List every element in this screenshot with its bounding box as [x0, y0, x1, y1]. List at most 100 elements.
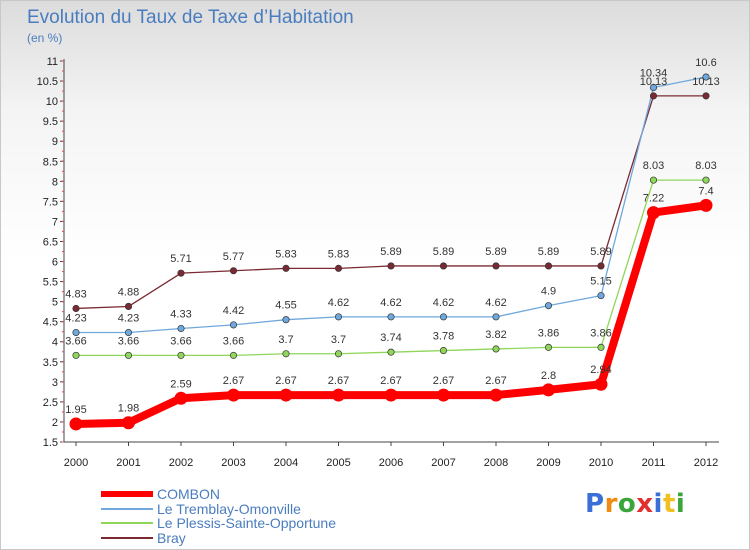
logo-letter: t: [662, 489, 676, 519]
y-tick-label: 5.5: [43, 277, 58, 289]
data-label: 3.86: [538, 327, 559, 339]
data-point: [122, 416, 135, 430]
y-tick-label: 1.5: [43, 437, 58, 449]
y-tick-label: 2.5: [43, 397, 58, 409]
data-point: [387, 348, 395, 356]
data-point: [542, 383, 555, 397]
data-point: [177, 324, 185, 333]
legend-label: COMBON: [157, 486, 220, 502]
x-tick-label: 2009: [536, 457, 560, 469]
data-label: 5.15: [590, 276, 611, 288]
data-point: [229, 351, 238, 359]
series-line: [76, 76, 707, 334]
y-tick-label: 6: [52, 257, 58, 269]
logo-letter: o: [617, 489, 637, 519]
data-label: 3.66: [170, 335, 191, 347]
data-point: [597, 343, 605, 351]
data-label: 3.7: [331, 334, 346, 346]
data-point: [649, 83, 658, 92]
data-label: 5.89: [433, 246, 454, 258]
y-tick-label: 3.5: [43, 357, 58, 369]
data-label: 5.71: [170, 253, 191, 265]
data-point: [439, 262, 448, 270]
data-point: [597, 292, 605, 300]
y-tick-label: 6.5: [43, 236, 58, 248]
logo-letter: P: [585, 489, 605, 519]
x-tick-label: 2011: [642, 457, 666, 469]
data-point: [597, 262, 605, 270]
data-label: 8.03: [643, 160, 664, 172]
legend-swatch-bray: [101, 537, 153, 540]
data-label: 2.59: [170, 378, 191, 390]
data-label: 10.13: [640, 76, 668, 88]
data-label: 3.7: [278, 334, 293, 346]
data-label: 4.42: [223, 305, 244, 317]
logo-letter: i: [675, 489, 686, 519]
data-point: [72, 351, 80, 359]
y-tick-label: 7.5: [43, 196, 58, 208]
data-label: 4.23: [118, 313, 139, 325]
y-tick-label: 9: [52, 136, 58, 148]
data-label: 10.6: [695, 57, 716, 69]
y-tick-label: 10: [46, 96, 58, 108]
data-point: [177, 351, 185, 359]
data-point: [439, 347, 448, 355]
logo-letter: x: [636, 489, 654, 519]
data-point: [544, 302, 553, 310]
data-point: [282, 316, 290, 324]
y-tick-label: 4: [52, 337, 58, 349]
legend-swatch-le-plessis-sainte-opportune: [101, 522, 153, 525]
data-label: 5.89: [590, 246, 611, 258]
data-point: [649, 92, 658, 100]
legend-swatch-combon: [101, 491, 153, 497]
legend-swatch-le-tremblay-omonville: [101, 507, 153, 510]
data-point: [334, 264, 343, 272]
data-point: [492, 262, 500, 270]
data-point: [439, 313, 448, 321]
y-tick-label: 2: [52, 417, 58, 429]
data-label: 2.8: [541, 370, 556, 382]
x-tick-label: 2004: [274, 457, 298, 469]
data-label: 5.83: [275, 248, 296, 260]
data-label: 4.62: [433, 297, 454, 309]
data-point: [702, 73, 710, 81]
data-label: 4.33: [170, 309, 191, 321]
data-label: 2.94: [590, 364, 611, 376]
data-point: [489, 388, 503, 402]
data-point: [229, 321, 238, 329]
data-label: 1.98: [118, 403, 139, 415]
y-tick-label: 9.5: [43, 116, 58, 128]
data-point: [544, 262, 553, 270]
data-point: [124, 328, 133, 337]
data-label: 3.86: [590, 327, 611, 339]
data-label: 5.89: [485, 246, 506, 258]
data-label: 5.83: [328, 248, 349, 260]
x-tick-label: 2007: [431, 457, 455, 469]
data-point: [332, 388, 345, 402]
data-label: 5.89: [538, 246, 559, 258]
data-label: 4.88: [118, 286, 139, 298]
data-point: [647, 206, 660, 220]
data-point: [702, 92, 710, 100]
data-label: 2.67: [485, 375, 506, 387]
legend-label: Bray: [157, 530, 186, 547]
data-point: [594, 377, 608, 391]
data-point: [72, 328, 80, 337]
proxiti-logo: Proxiti: [585, 489, 685, 519]
data-label: 7.4: [698, 185, 713, 197]
y-tick-label: 11: [47, 56, 58, 68]
data-label: 4.62: [380, 297, 401, 309]
data-point: [334, 350, 343, 358]
logo-letter: r: [604, 489, 618, 519]
data-label: 2.67: [275, 375, 296, 387]
y-tick-label: 8: [52, 176, 58, 188]
x-tick-label: 2002: [169, 457, 193, 469]
legend-label: Le Tremblay-Omonville: [157, 500, 301, 517]
x-tick-label: 2012: [694, 457, 718, 469]
data-point: [702, 176, 710, 184]
data-label: 5.89: [380, 246, 401, 258]
data-point: [124, 351, 133, 359]
data-point: [174, 391, 188, 405]
x-tick-label: 2003: [221, 457, 245, 469]
